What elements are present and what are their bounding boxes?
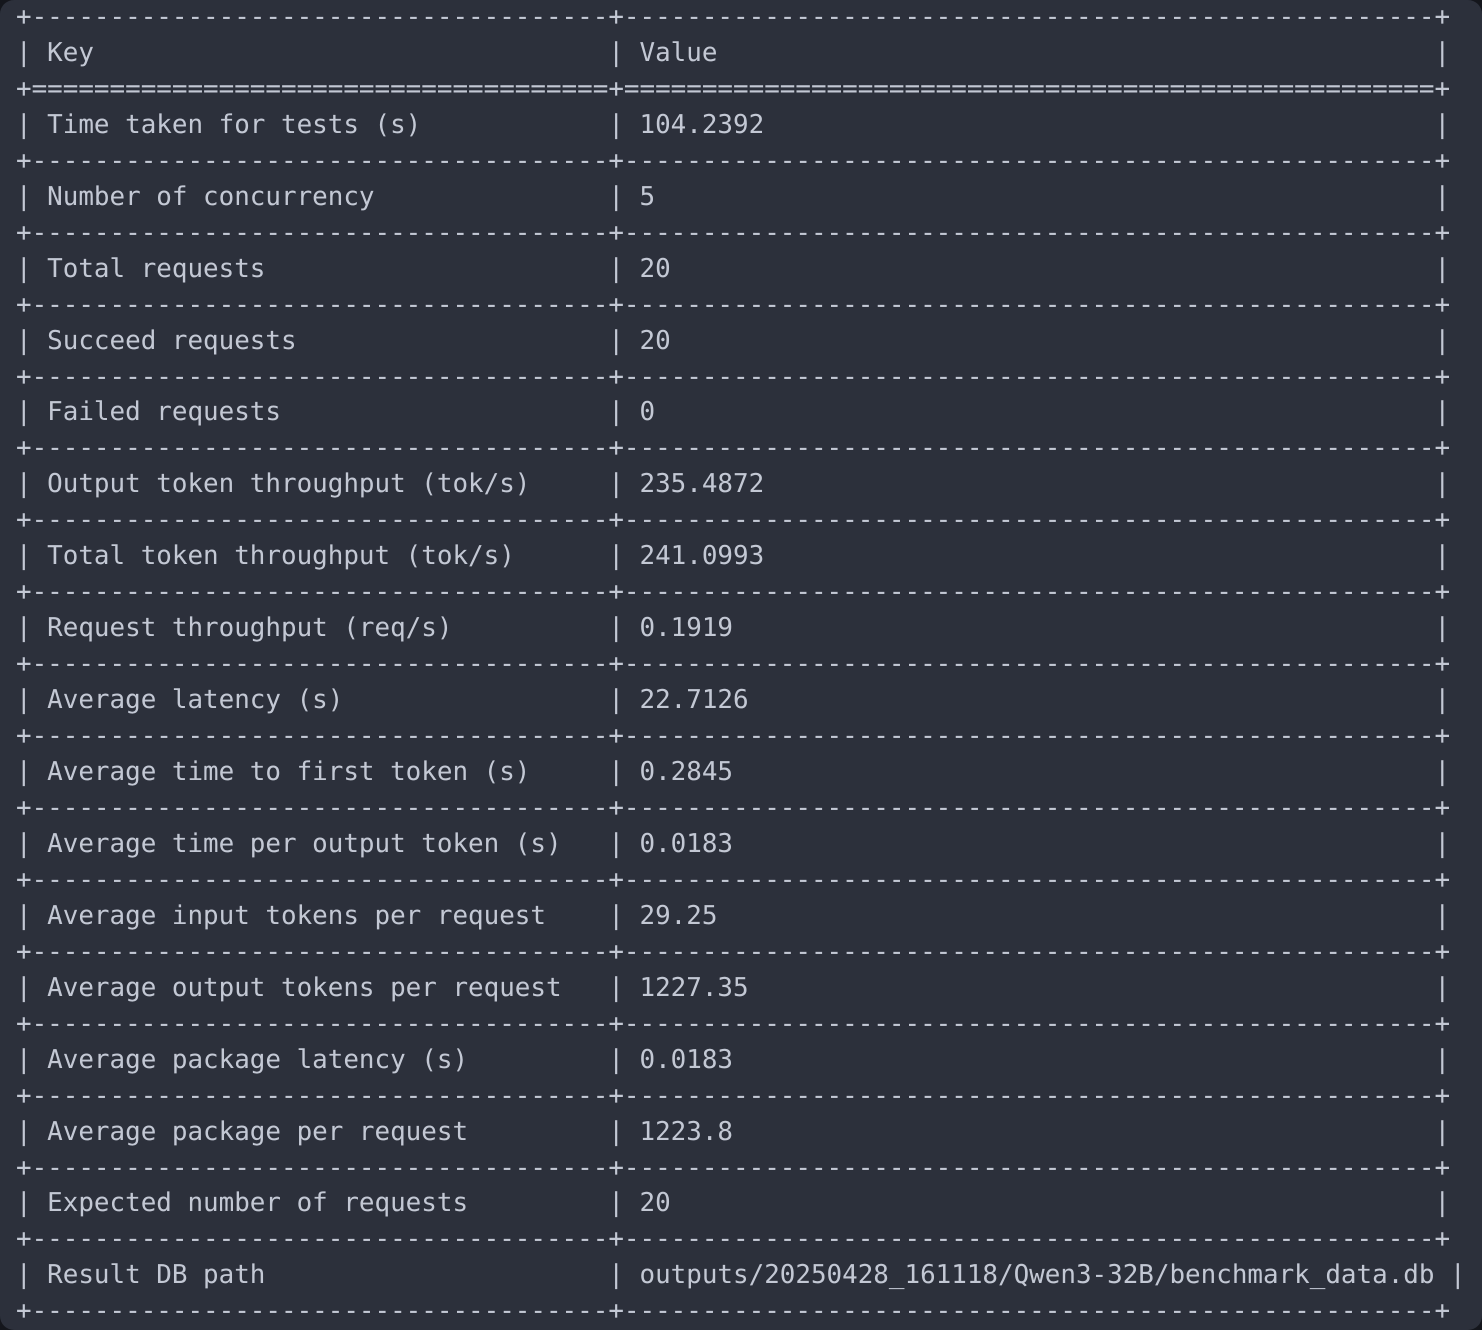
benchmark-results-table: +-------------------------------------+-… bbox=[16, 2, 1466, 1327]
